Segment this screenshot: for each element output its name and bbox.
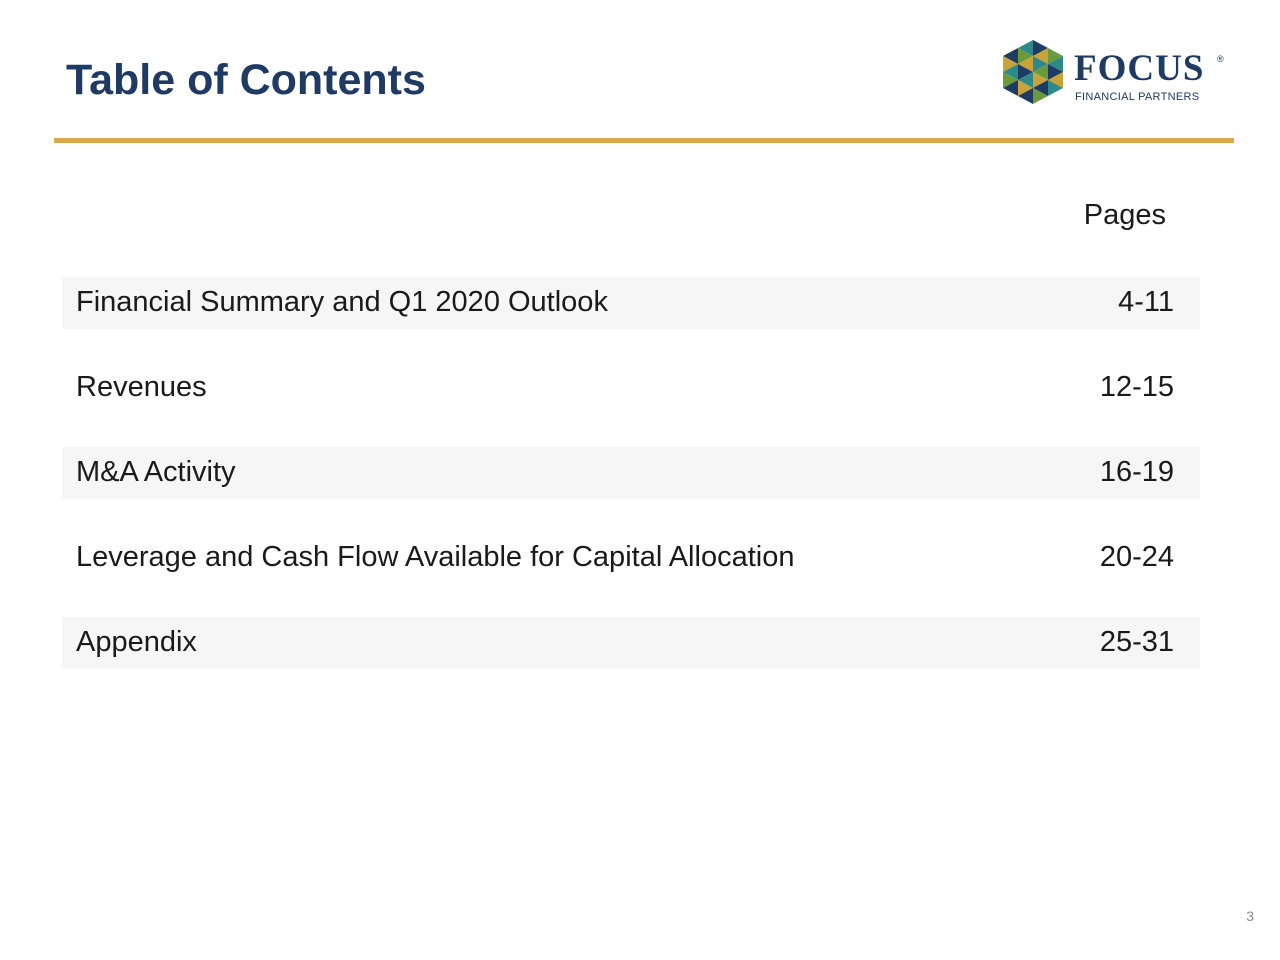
toc-row-appendix[interactable]: Appendix 25-31 <box>62 617 1200 669</box>
toc-row-pages: 20-24 <box>1099 541 1174 573</box>
toc-row-pages: 12-15 <box>1099 371 1174 403</box>
toc-row-pages: 4-11 <box>1118 286 1174 318</box>
logo-subtitle: FINANCIAL PARTNERS <box>1075 91 1200 103</box>
focus-financial-partners-logo: FOCUS ® FINANCIAL PARTNERS <box>1003 40 1228 106</box>
toc-row-label: Financial Summary and Q1 2020 Outlook <box>76 286 608 318</box>
toc-row-label: M&A Activity <box>76 456 236 488</box>
gold-divider <box>54 138 1234 143</box>
page-title: Table of Contents <box>66 56 426 104</box>
registered-mark: ® <box>1217 54 1224 64</box>
toc-row-revenues[interactable]: Revenues 12-15 <box>62 362 1200 414</box>
toc-row-label: Appendix <box>76 626 197 658</box>
page-number: 3 <box>1246 908 1254 924</box>
toc-row-ma-activity[interactable]: M&A Activity 16-19 <box>62 447 1200 499</box>
toc-row-label: Leverage and Cash Flow Available for Cap… <box>76 541 795 573</box>
toc-row-pages: 25-31 <box>1099 626 1174 658</box>
toc-row-leverage-cash-flow[interactable]: Leverage and Cash Flow Available for Cap… <box>62 532 1200 584</box>
hexagon-logo-icon <box>1003 40 1063 104</box>
pages-column-header: Pages <box>1083 199 1166 231</box>
toc-row-pages: 16-19 <box>1099 456 1174 488</box>
toc-row-financial-summary[interactable]: Financial Summary and Q1 2020 Outlook 4-… <box>62 277 1200 329</box>
toc-row-label: Revenues <box>76 371 207 403</box>
logo-wordmark: FOCUS <box>1074 48 1205 89</box>
